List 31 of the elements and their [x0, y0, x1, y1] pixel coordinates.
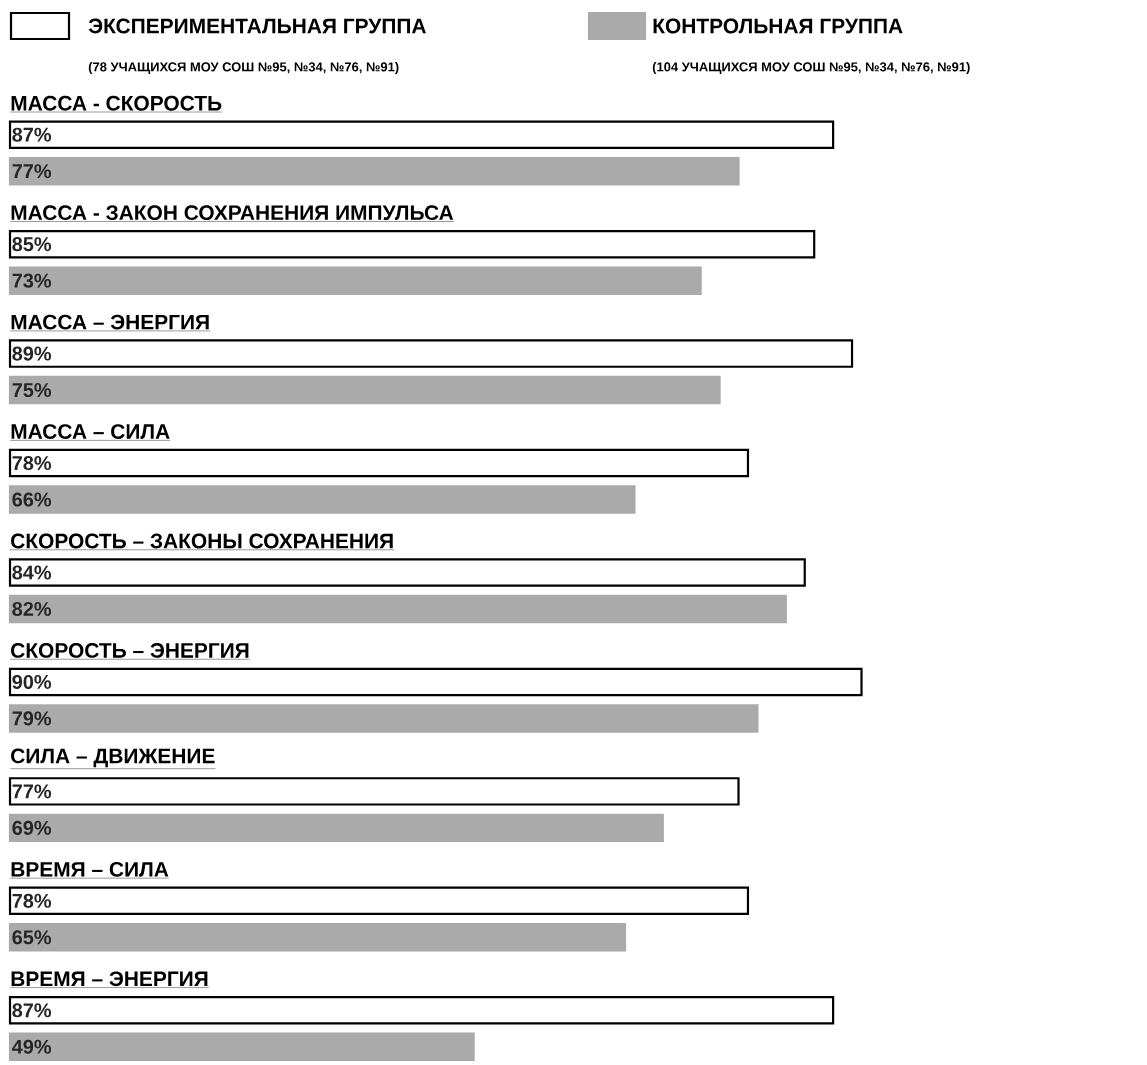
y-tick-label: СКОРОСТЬ – ЭНЕРГИЯ [11, 643, 249, 658]
data-label: 90% [12, 674, 52, 689]
data-label: 78% [12, 456, 52, 471]
text: (78 УЧАЩИХСЯ МОУ СОШ №95, №34, №76, №91) [88, 61, 399, 75]
data-label: 77% [12, 164, 52, 179]
data-label: 78% [12, 893, 52, 908]
y-tick-label: МАССА – СИЛА [11, 424, 170, 439]
data-label: 66% [12, 492, 52, 507]
y-tick-label: МАССА – ЭНЕРГИЯ [11, 314, 209, 330]
legend-label: ЭКСПЕРИМЕНТАЛЬНАЯ ГРУППА [88, 18, 426, 34]
data-label: 49% [12, 1039, 52, 1054]
y-tick-label: МАССА - СКОРОСТЬ [11, 95, 222, 111]
y-tick-label: МАССА - ЗАКОН СОХРАНЕНИЯ ИМПУЛЬСА [11, 205, 454, 221]
data-label: 85% [12, 237, 52, 252]
data-label: 87% [12, 1003, 52, 1018]
y-tick-label: СКОРОСТЬ – ЗАКОНЫ СОХРАНЕНИЯ [11, 533, 393, 549]
data-label: 84% [12, 565, 52, 580]
data-label: 87% [12, 127, 52, 142]
y-tick-label: ВРЕМЯ – ЭНЕРГИЯ [11, 971, 208, 987]
legend-label: КОНТРОЛЬНАЯ ГРУППА [653, 18, 903, 34]
y-tick-label: ВРЕМЯ – СИЛА [11, 861, 169, 877]
y-tick-label: СИЛА – ДВИЖЕНИЕ [11, 748, 215, 768]
data-label: 75% [12, 383, 52, 398]
data-label: 82% [12, 601, 52, 617]
data-label: 77% [12, 784, 52, 799]
data-label: 79% [12, 711, 52, 726]
data-label: 73% [12, 273, 52, 288]
text: (104 УЧАЩИХСЯ МОУ СОШ №95, №34, №76, №91) [652, 61, 970, 75]
data-label: 69% [12, 820, 52, 835]
data-label: 89% [12, 346, 52, 361]
data-label: 65% [12, 930, 52, 945]
